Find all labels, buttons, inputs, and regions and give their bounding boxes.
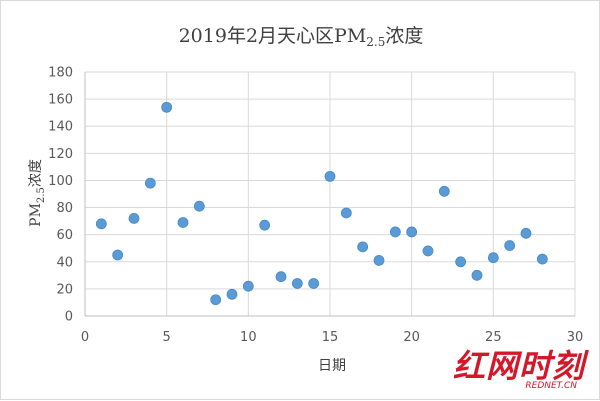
rednet-watermark: 红网时刻 REDNET.CN [435,341,585,391]
data-point [455,256,467,268]
y-tick-label: 160 [48,93,73,108]
x-tick-label: 10 [240,330,257,345]
y-tick-label: 180 [48,66,73,81]
x-tick-label: 25 [485,330,502,345]
data-point [308,278,320,289]
x-tick-label: 30 [567,330,584,345]
y-tick-label: 140 [48,120,73,135]
data-point [504,240,516,251]
data-point [128,212,140,224]
data-point [406,226,418,238]
y-tick-label: 80 [56,201,73,216]
data-point [275,271,287,283]
y-tick-label: 100 [48,174,73,189]
data-point [357,241,369,253]
data-point [389,226,401,238]
y-tick-label: 0 [65,310,73,325]
data-point [471,269,483,281]
data-point [112,249,124,261]
x-tick-label: 0 [81,330,89,345]
y-tick-label: 120 [48,147,73,162]
y-tick-label: 40 [56,255,73,270]
data-point [422,245,434,257]
y-tick-label: 20 [56,282,73,297]
data-point [520,227,532,239]
tick-labels: 0 20 40 60 80 100 120 140 160 180 0 5 10 15 20 25 30 [48,66,583,346]
x-tick-label: 5 [163,330,171,345]
data-point [438,185,450,197]
chart-title: 2019年2月天心区PM2.5浓度 [179,25,424,49]
y-axis-title: PM2.5浓度 [28,159,47,227]
data-point [161,101,173,113]
data-point [373,255,385,266]
x-axis-title: 日期 [318,358,346,374]
x-tick-label: 15 [322,330,339,345]
axes [84,72,575,317]
data-point [536,253,548,265]
data-point [226,288,238,300]
data-point [487,252,499,264]
data-point [210,294,222,306]
watermark-logo: 红网时刻 [452,347,585,385]
data-point [259,219,271,231]
y-tick-label: 60 [56,228,73,243]
data-point [324,170,336,182]
watermark-subtext: REDNET.CN [525,381,577,391]
data-point [291,278,303,289]
data-point [95,218,107,230]
data-point [242,280,254,292]
data-point [193,200,205,212]
data-point [177,217,189,228]
data-point [340,207,352,219]
gridlines [85,71,576,316]
data-points [95,101,548,306]
data-point [144,177,156,189]
x-tick-label: 20 [403,330,420,345]
